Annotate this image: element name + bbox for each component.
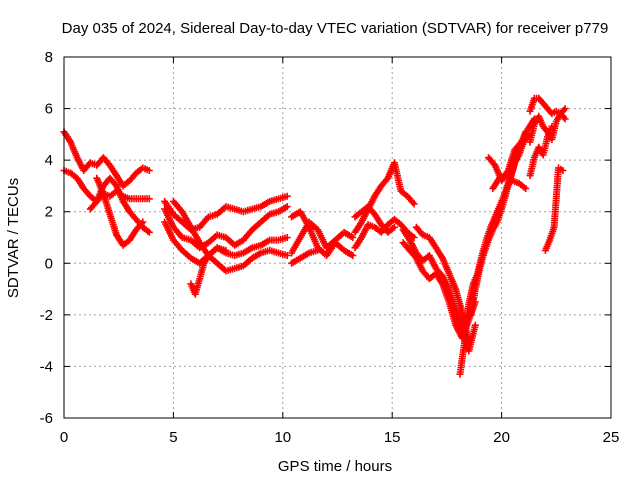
- y-tick-label: -6: [40, 410, 53, 427]
- x-tick-label: 20: [493, 429, 510, 446]
- data-point-markers: [288, 246, 322, 267]
- data-point-markers: [485, 115, 538, 185]
- data-point-markers: [93, 174, 147, 249]
- data-point-markers: [467, 130, 532, 319]
- data-point-markers: [351, 203, 398, 236]
- y-tick-label: 6: [45, 101, 53, 118]
- data-point-markers: [541, 164, 567, 254]
- data-series-t22: [485, 115, 538, 185]
- y-tick-labels: -6 -4 -2 0 2 4 6 8: [40, 49, 53, 427]
- plot-frame: [63, 56, 612, 419]
- chart-title: Day 035 of 2024, Sidereal Day-to-day VTE…: [62, 20, 609, 37]
- data-series-t15: [351, 203, 398, 236]
- data-point-markers: [161, 203, 291, 252]
- y-tick-label: 4: [45, 152, 53, 169]
- data-series-t26: [541, 164, 567, 254]
- data-series-t12: [288, 246, 322, 267]
- y-tick-label: 8: [45, 49, 53, 66]
- data-point-markers: [169, 197, 291, 275]
- y-tick-label: 2: [45, 204, 53, 221]
- y-axis-label: SDTVAR / TECUs: [5, 178, 22, 298]
- x-axis-label: GPS time / hours: [278, 458, 392, 475]
- y-tick-label: 0: [45, 255, 53, 272]
- x-tick-labels: 0 5 10 15 20 25: [60, 429, 620, 446]
- data-series-t6: [161, 203, 291, 252]
- data-series-t25: [526, 123, 556, 180]
- data-point-markers: [526, 123, 556, 180]
- data-point-markers: [161, 218, 291, 267]
- axis-ticks: [63, 56, 612, 419]
- x-tick-label: 10: [274, 429, 291, 446]
- data-point-markers: [161, 192, 291, 234]
- data-points: [60, 94, 569, 378]
- data-series-t8: [169, 197, 291, 275]
- data-series-t9: [187, 244, 230, 298]
- x-tick-label: 15: [384, 429, 401, 446]
- y-tick-label: -4: [40, 358, 53, 375]
- y-tick-label: -2: [40, 307, 53, 324]
- x-tick-label: 0: [60, 429, 68, 446]
- data-series-t7: [161, 218, 291, 267]
- x-tick-label: 25: [603, 429, 620, 446]
- data-series-t5: [161, 192, 291, 234]
- data-series-t20: [467, 130, 532, 319]
- data-series-t4: [93, 174, 147, 249]
- data-point-markers: [187, 244, 230, 298]
- x-tick-label: 5: [169, 429, 177, 446]
- grid-lines: [64, 57, 611, 418]
